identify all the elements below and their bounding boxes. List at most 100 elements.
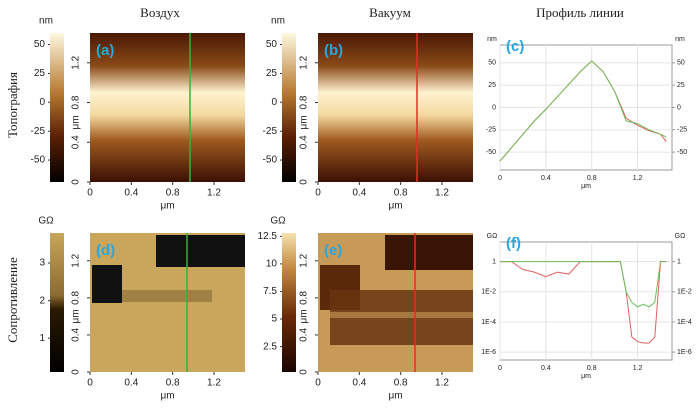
y2-tick-label: 1E-2 bbox=[677, 289, 692, 296]
y2-axis-label: GΩ bbox=[675, 233, 686, 240]
x-tick-label: 0.4 bbox=[352, 378, 366, 389]
y-tick-label: 1.2 bbox=[71, 253, 82, 267]
colorbar-tick-label: 2.5 bbox=[263, 341, 277, 352]
x-tick-label: 0.4 bbox=[124, 378, 138, 389]
y-tick-label: 1E-2 bbox=[481, 289, 496, 296]
colorbar-tick-label: 5 bbox=[271, 314, 277, 325]
y-tick-label: 0 bbox=[299, 179, 310, 185]
y-tick-label: 0 bbox=[492, 104, 496, 111]
y-tick-label: 0 bbox=[299, 369, 310, 375]
colorbar-tick-label: 3 bbox=[39, 258, 45, 269]
x-tick-label: 0 bbox=[498, 175, 502, 182]
profile-line bbox=[500, 261, 667, 308]
colorbar bbox=[50, 233, 64, 372]
x-tick-label: 1.2 bbox=[633, 365, 643, 372]
x-axis-label: μm bbox=[388, 201, 402, 212]
map-image bbox=[90, 33, 245, 182]
x-tick-label: 0 bbox=[87, 378, 93, 389]
colorbar-unit: GΩ bbox=[38, 216, 54, 227]
map-feature bbox=[122, 290, 212, 302]
colorbar bbox=[50, 33, 64, 182]
y-axis-label: μm bbox=[71, 115, 82, 129]
colorbar-tick-label: -25 bbox=[31, 126, 46, 137]
plot-frame bbox=[499, 241, 673, 361]
x-axis-label: μm bbox=[581, 183, 591, 190]
x-tick-label: 0.8 bbox=[587, 365, 597, 372]
colorbar-tick-label: 10 bbox=[266, 259, 278, 270]
panel-label: (f) bbox=[506, 235, 521, 252]
colorbar-tick-label: -25 bbox=[263, 126, 278, 137]
x-tick-label: 0.8 bbox=[394, 188, 408, 199]
y-tick-label: 25 bbox=[488, 82, 496, 89]
y-tick-label: 1.2 bbox=[299, 253, 310, 267]
y2-tick-label: 50 bbox=[677, 60, 685, 67]
profile-line bbox=[500, 261, 667, 344]
x-tick-label: 0.4 bbox=[541, 365, 551, 372]
colorbar-tick-label: 50 bbox=[266, 39, 278, 50]
x-tick-label: 1.2 bbox=[633, 175, 643, 182]
map-feature bbox=[385, 235, 473, 270]
y-axis-label: μm bbox=[299, 309, 310, 323]
y-tick-label: -50 bbox=[486, 149, 496, 156]
x-tick-label: 0 bbox=[498, 365, 502, 372]
x-axis-label: μm bbox=[160, 201, 174, 212]
y2-tick-label: 1E-6 bbox=[677, 349, 692, 356]
y-tick-label: 0.4 bbox=[299, 135, 310, 149]
y-tick-label: 0.8 bbox=[299, 290, 310, 304]
x-tick-label: 0.4 bbox=[541, 175, 551, 182]
colorbar-tick-label: 25 bbox=[266, 68, 278, 79]
y-tick-label: 1.2 bbox=[71, 55, 82, 69]
colorbar-tick-label: -50 bbox=[263, 155, 278, 166]
panel-label: (a) bbox=[96, 42, 114, 59]
row-title: Топография bbox=[5, 72, 20, 138]
y-tick-label: 0.4 bbox=[71, 328, 82, 342]
y2-tick-label: 1 bbox=[677, 258, 681, 265]
y-tick-label: -25 bbox=[486, 127, 496, 134]
column-title: Воздух bbox=[140, 5, 180, 20]
y2-tick-label: 0 bbox=[677, 104, 681, 111]
x-tick-label: 0.8 bbox=[166, 188, 180, 199]
x-tick-label: 0.8 bbox=[587, 175, 597, 182]
y-tick-label: 0.8 bbox=[299, 95, 310, 109]
y2-tick-label: -25 bbox=[677, 127, 687, 134]
colorbar-tick-label: 2 bbox=[39, 295, 45, 306]
y-tick-label: 0 bbox=[71, 179, 82, 185]
panel-label: (e) bbox=[324, 242, 342, 259]
profile-line bbox=[499, 60, 667, 162]
map-feature bbox=[320, 312, 473, 318]
x-tick-label: 0 bbox=[315, 378, 321, 389]
column-title: Вакуум bbox=[369, 5, 411, 20]
y-tick-label: 0.8 bbox=[71, 290, 82, 304]
map-feature bbox=[156, 235, 245, 267]
x-axis-label: μm bbox=[581, 373, 591, 380]
y2-tick-label: 25 bbox=[677, 82, 685, 89]
colorbar-tick-label: 7.5 bbox=[263, 286, 277, 297]
x-tick-label: 0.8 bbox=[166, 378, 180, 389]
x-axis-label: μm bbox=[388, 391, 402, 402]
y-axis-label: GΩ bbox=[487, 233, 498, 240]
row-title: Сопротивление bbox=[5, 257, 20, 343]
colorbar bbox=[282, 33, 296, 182]
colorbar-tick-label: 12.5 bbox=[258, 231, 278, 242]
y-tick-label: 1 bbox=[492, 258, 496, 265]
x-tick-label: 0.4 bbox=[352, 188, 366, 199]
x-tick-label: 1.2 bbox=[207, 188, 221, 199]
panel-label: (c) bbox=[506, 38, 524, 55]
y-tick-label: 1.2 bbox=[299, 55, 310, 69]
map-feature bbox=[92, 265, 122, 303]
x-tick-label: 1.2 bbox=[435, 188, 449, 199]
x-tick-label: 0.8 bbox=[394, 378, 408, 389]
y-tick-label: 50 bbox=[488, 60, 496, 67]
y-axis-label: nm bbox=[487, 36, 497, 43]
colorbar-unit: GΩ bbox=[270, 216, 286, 227]
panel-label: (d) bbox=[96, 242, 115, 259]
y2-tick-label: 1E-4 bbox=[677, 319, 692, 326]
y-axis-label: μm bbox=[299, 115, 310, 129]
column-title: Профиль линии bbox=[536, 5, 624, 20]
colorbar-tick-label: 0 bbox=[39, 97, 45, 108]
y-tick-label: 0.4 bbox=[71, 135, 82, 149]
colorbar-tick-label: 0 bbox=[271, 97, 277, 108]
colorbar-tick-label: 25 bbox=[34, 68, 46, 79]
colorbar-unit: nm bbox=[39, 16, 53, 27]
